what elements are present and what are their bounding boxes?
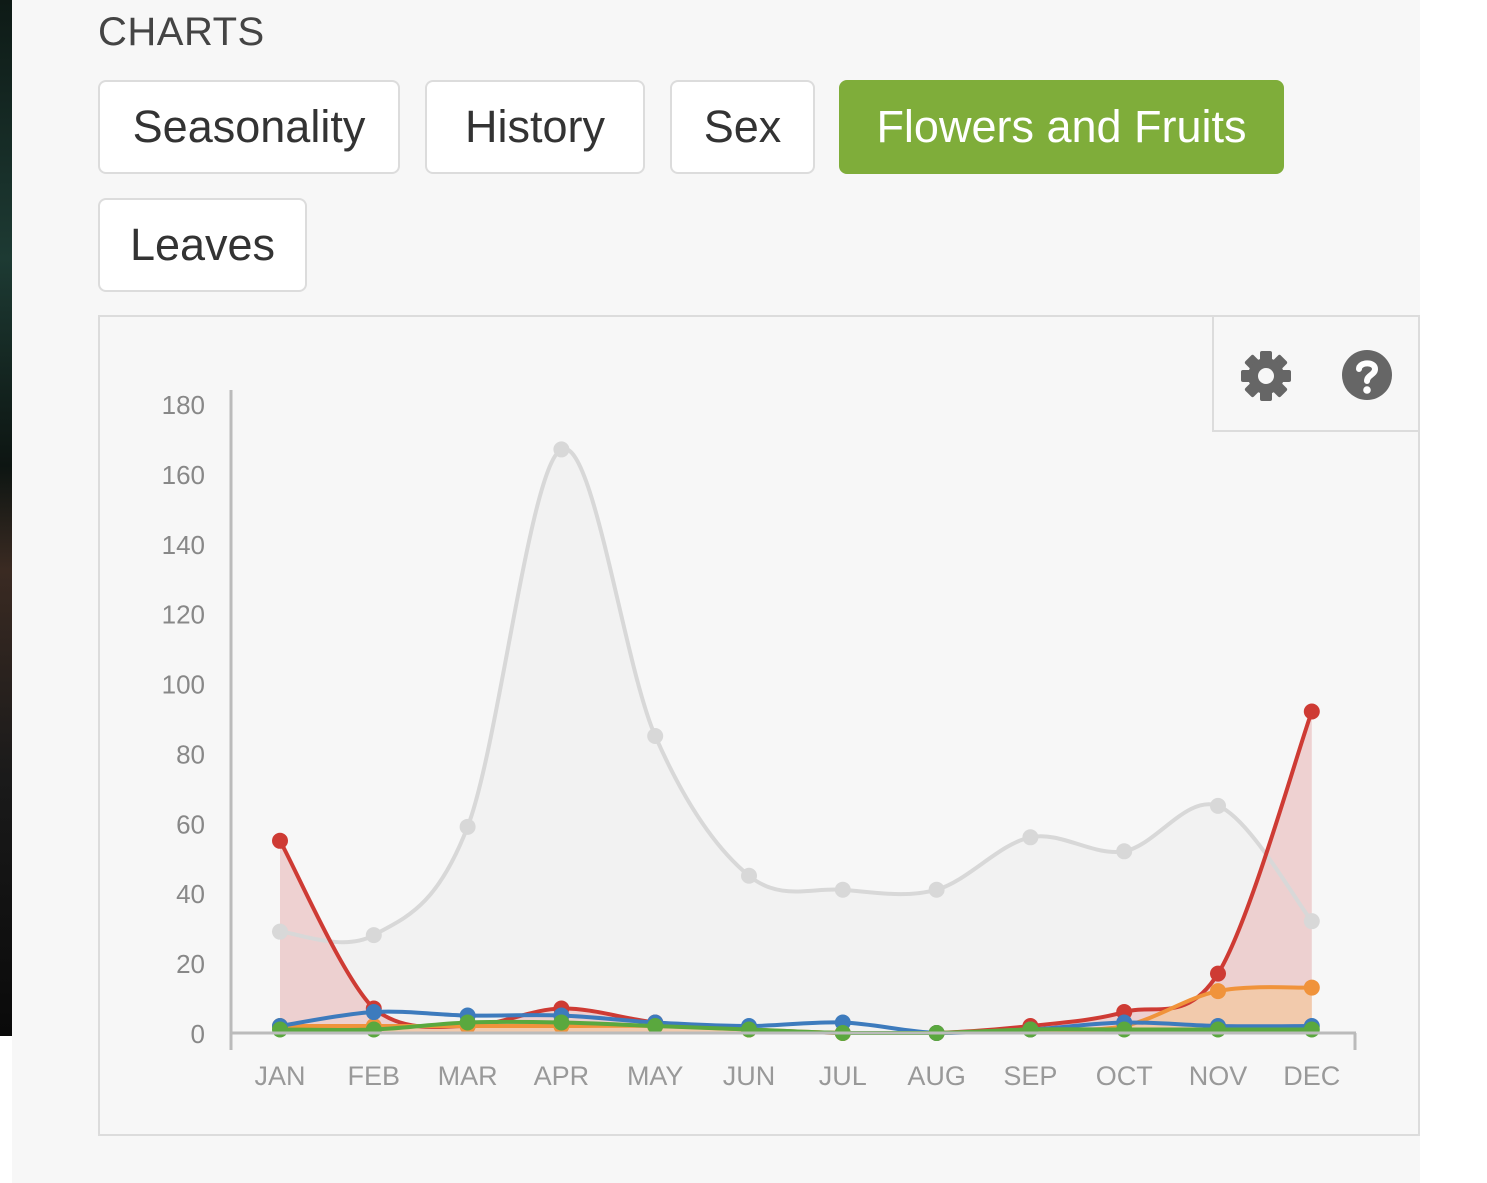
x-tick-label: JUN [723,1061,776,1091]
x-tick-label: NOV [1189,1061,1248,1091]
page-margin [1420,0,1487,1183]
series-0-point[interactable] [1022,829,1039,846]
tab-sex[interactable]: Sex [670,80,815,174]
series-2-point[interactable] [1210,983,1226,1000]
series-0-point[interactable] [741,867,757,884]
y-tick-label: 160 [162,460,205,490]
y-tick-label: 40 [176,879,205,909]
series-0-point[interactable] [1116,843,1133,860]
y-tick-label: 0 [191,1019,205,1049]
series-0-point[interactable] [459,818,476,835]
series-4-point[interactable] [647,1018,664,1035]
series-0-point[interactable] [834,881,851,898]
x-tick-label: JAN [254,1061,305,1091]
series-4-point[interactable] [272,1021,288,1038]
series-1-point[interactable] [272,832,288,849]
x-tick-label: APR [534,1061,590,1091]
tab-seasonality[interactable]: Seasonality [98,80,400,174]
series-2-point[interactable] [1303,979,1320,996]
series-4-line [279,1019,1312,1036]
series-0-point[interactable] [1303,913,1320,930]
series-4-point[interactable] [459,1014,476,1031]
x-tick-label: MAY [627,1061,684,1091]
x-tick-label: DEC [1283,1061,1340,1091]
x-tick-label: FEB [348,1061,401,1091]
y-tick-label: 180 [162,390,205,420]
x-tick-label: MAR [438,1061,498,1091]
gear-icon[interactable] [1240,350,1292,402]
x-tick-label: JUL [819,1061,867,1091]
y-tick-label: 20 [176,949,205,979]
section-title: CHARTS [98,10,265,54]
background-photo-edge [0,0,12,1036]
question-icon[interactable] [1341,349,1393,401]
series-0-area [280,448,1312,1034]
series-4-point[interactable] [1303,1021,1320,1038]
tab-flowers-and-fruits[interactable]: Flowers and Fruits [839,80,1284,174]
y-tick-label: 120 [162,600,205,630]
tab-history[interactable]: History [425,80,645,174]
y-tick-label: 140 [162,530,205,560]
series-0-point[interactable] [647,727,664,744]
y-tick-label: 100 [162,670,205,700]
series-4-point[interactable] [553,1014,570,1031]
series-1-point[interactable] [1210,965,1226,982]
x-tick-label: OCT [1096,1061,1153,1091]
series-0-point[interactable] [553,441,570,458]
y-tick-label: 60 [176,809,205,839]
x-tick-label: AUG [907,1061,966,1091]
series-1-point[interactable] [1303,703,1320,720]
series-4-point[interactable] [1022,1021,1039,1038]
series-4-point[interactable] [1116,1021,1133,1038]
series-4-point[interactable] [1210,1021,1226,1038]
chart-tools [1212,315,1420,432]
series-4-point[interactable] [741,1021,757,1038]
series-0-point[interactable] [365,927,382,944]
x-tick-label: SEP [1003,1061,1057,1091]
series-0-point[interactable] [1210,797,1226,814]
series-0-point[interactable] [272,923,288,940]
tab-leaves[interactable]: Leaves [98,198,307,292]
y-tick-label: 80 [176,739,205,769]
page-margin [0,1036,12,1183]
series-4-point[interactable] [365,1021,382,1038]
series-3-point[interactable] [365,1004,382,1021]
series-3-line [279,1009,1312,1036]
series-0-point[interactable] [928,881,945,898]
